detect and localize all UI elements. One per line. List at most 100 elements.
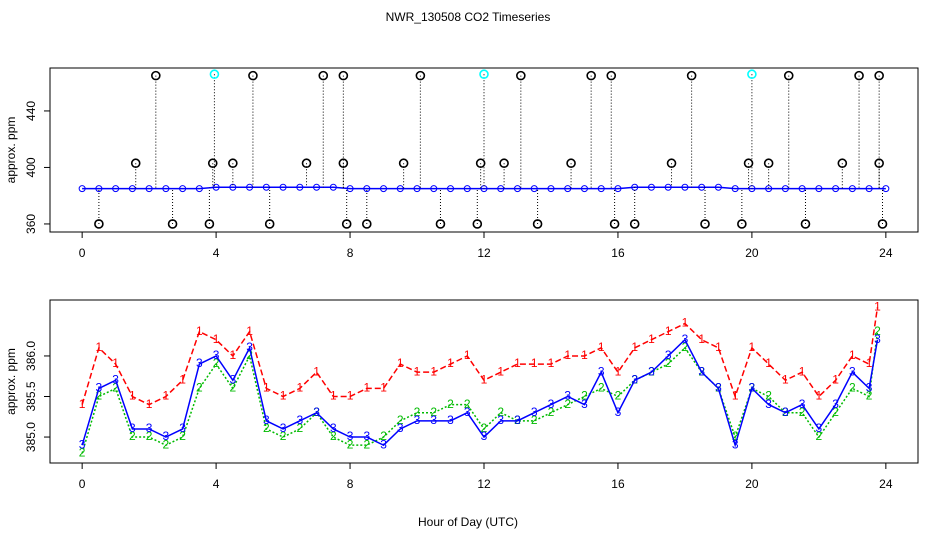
data-marker: 1: [631, 340, 638, 354]
data-marker: 2: [564, 397, 571, 411]
plot-area: [78, 69, 890, 229]
data-point: [95, 185, 103, 193]
data-marker: 3: [414, 413, 421, 427]
data-point: [346, 185, 354, 193]
data-marker: 2: [347, 437, 354, 451]
data-marker: 3: [79, 437, 86, 451]
data-marker: 2: [799, 405, 806, 419]
data-marker: 2: [816, 429, 823, 443]
data-marker: 3: [313, 405, 320, 419]
data-point: [763, 158, 774, 169]
data-marker: 3: [196, 356, 203, 370]
data-marker: 3: [112, 372, 119, 386]
data-marker: 2: [246, 348, 253, 362]
data-marker: 1: [112, 356, 119, 370]
data-marker: 1: [146, 397, 153, 411]
data-point: [499, 158, 509, 169]
data-marker: 1: [313, 364, 320, 378]
data-marker: 2: [832, 405, 839, 419]
data-point: [731, 185, 739, 193]
data-line: [82, 186, 886, 190]
data-marker: 3: [832, 397, 839, 411]
data-marker: 3: [163, 429, 170, 443]
data-marker: 2: [296, 421, 303, 435]
data-point: [614, 185, 622, 193]
x-tick-label: 16: [611, 246, 625, 260]
data-point: [363, 185, 371, 193]
data-marker: 3: [849, 364, 856, 378]
data-marker: 1: [548, 356, 555, 370]
data-marker: 3: [782, 405, 789, 419]
x-tick-label: 8: [347, 477, 354, 491]
data-point: [204, 219, 215, 229]
data-marker: 2: [129, 429, 136, 443]
data-marker: 3: [514, 413, 521, 427]
data-marker: 3: [380, 437, 387, 451]
data-marker: 1: [648, 332, 655, 346]
data-marker: 2: [765, 389, 772, 403]
data-point: [435, 219, 446, 229]
data-marker: 3: [146, 421, 153, 435]
data-marker: 3: [866, 381, 873, 395]
data-marker: 2: [548, 405, 555, 419]
data-point: [318, 70, 329, 81]
data-point: [532, 219, 543, 229]
data-marker: 3: [749, 381, 756, 395]
data-point: [329, 183, 337, 191]
data-marker: 1: [564, 348, 571, 362]
x-tick-label: 4: [213, 246, 220, 260]
y-tick-label: 360: [24, 214, 38, 234]
data-point: [874, 70, 884, 81]
data-marker: 3: [715, 381, 722, 395]
data-marker: 1: [799, 364, 806, 378]
data-marker: 3: [531, 405, 538, 419]
data-point: [463, 185, 471, 193]
data-point: [547, 185, 555, 193]
data-marker: 3: [874, 332, 881, 346]
data-marker: 1: [682, 316, 689, 330]
data-marker: 1: [497, 364, 504, 378]
data-marker: 1: [414, 364, 421, 378]
data-marker: 1: [598, 340, 605, 354]
data-point: [865, 185, 873, 193]
x-tick-label: 12: [477, 477, 491, 491]
data-point: [228, 158, 238, 169]
data-marker: 3: [648, 364, 655, 378]
data-marker: 2: [146, 429, 153, 443]
data-point: [209, 69, 220, 80]
data-point: [301, 158, 312, 169]
data-point: [248, 70, 258, 81]
data-marker: 1: [79, 397, 86, 411]
data-marker: 2: [330, 429, 337, 443]
data-marker: 1: [280, 389, 287, 403]
data-point: [666, 158, 677, 169]
data-point: [580, 185, 588, 193]
data-point: [78, 185, 86, 193]
data-marker: 2: [79, 445, 86, 459]
data-marker: 1: [363, 381, 370, 395]
data-point: [167, 219, 178, 229]
data-point: [479, 69, 489, 80]
y-tick-label: 440: [24, 101, 38, 121]
data-marker: 3: [698, 364, 705, 378]
data-marker: 3: [363, 429, 370, 443]
data-point: [264, 219, 275, 229]
data-marker: 1: [732, 389, 739, 403]
data-marker: 3: [430, 413, 437, 427]
data-marker: 2: [849, 381, 856, 395]
data-point: [800, 219, 811, 229]
data-marker: 2: [581, 389, 588, 403]
data-marker: 1: [330, 389, 337, 403]
data-marker: 3: [799, 397, 806, 411]
data-point: [629, 219, 640, 229]
data-marker: 3: [280, 421, 287, 435]
data-point: [380, 185, 388, 193]
data-marker: 1: [347, 389, 354, 403]
y-tick-label: 386.0: [24, 341, 38, 371]
data-point: [207, 158, 218, 169]
data-marker: 1: [196, 324, 203, 338]
data-point: [151, 70, 161, 81]
data-marker: 3: [179, 421, 186, 435]
x-tick-label: 0: [79, 477, 86, 491]
data-marker: 2: [447, 397, 454, 411]
